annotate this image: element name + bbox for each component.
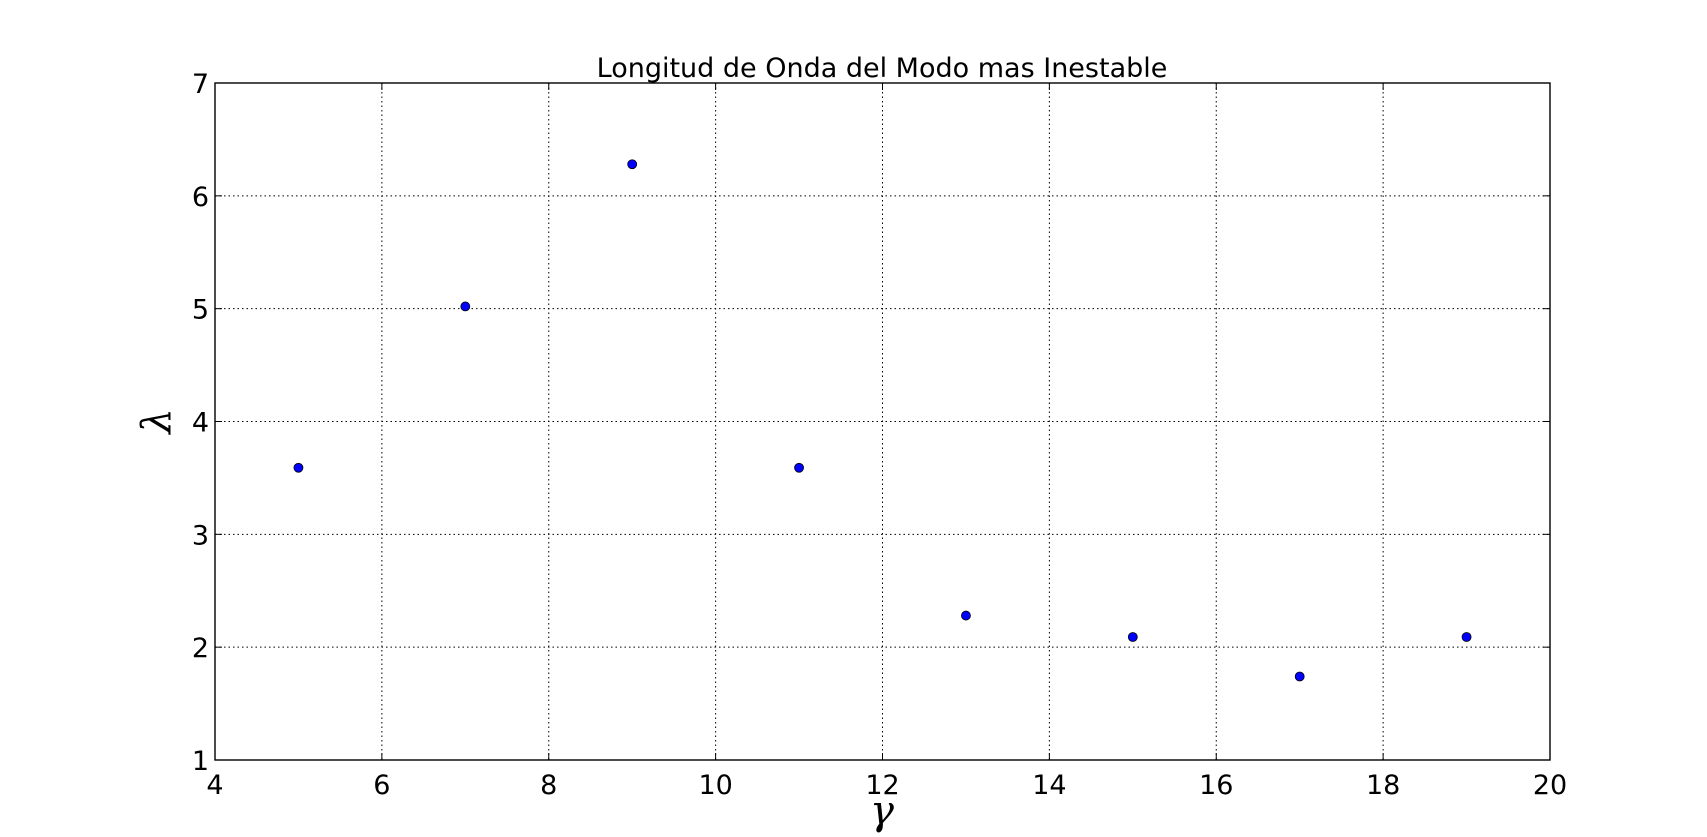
- y-tick-label: 1: [192, 746, 209, 777]
- data-point: [293, 462, 304, 473]
- y-tick-labels: 1 2 3 4 5 6 7: [192, 69, 209, 777]
- data-point: [1461, 632, 1472, 642]
- x-tick-labels: 4 6 8 10 12 14 16 18 20: [206, 770, 1567, 801]
- x-tick-label: 20: [1533, 770, 1567, 801]
- y-tick-label: 5: [192, 295, 209, 326]
- data-point: [460, 301, 471, 312]
- data-points: [293, 159, 1472, 682]
- chart-title: Longitud de Onda del Modo mas Inestable: [597, 53, 1168, 84]
- y-tick-label: 6: [192, 182, 209, 213]
- x-tick-label: 18: [1366, 770, 1400, 801]
- y-tick-label: 2: [192, 633, 209, 664]
- y-tick-label: 7: [192, 69, 209, 100]
- x-tick-label: 6: [373, 770, 390, 801]
- x-tick-label: 10: [698, 770, 732, 801]
- y-tick-label: 4: [192, 408, 209, 439]
- data-point: [961, 610, 971, 621]
- data-point: [627, 159, 638, 170]
- y-axis-label: λ: [134, 408, 180, 435]
- x-axis-label: γ: [870, 788, 894, 834]
- data-point: [1294, 671, 1305, 682]
- x-tick-label: 16: [1199, 770, 1233, 801]
- x-tick-label: 8: [540, 770, 557, 801]
- axis-ticks: [214, 82, 1551, 761]
- data-point: [1127, 632, 1138, 642]
- grid-lines: [215, 83, 1550, 760]
- x-tick-label: 12: [865, 770, 899, 801]
- x-tick-label: 4: [206, 770, 223, 801]
- y-tick-label: 3: [192, 520, 209, 551]
- data-point: [794, 462, 804, 473]
- x-tick-label: 14: [1032, 770, 1066, 801]
